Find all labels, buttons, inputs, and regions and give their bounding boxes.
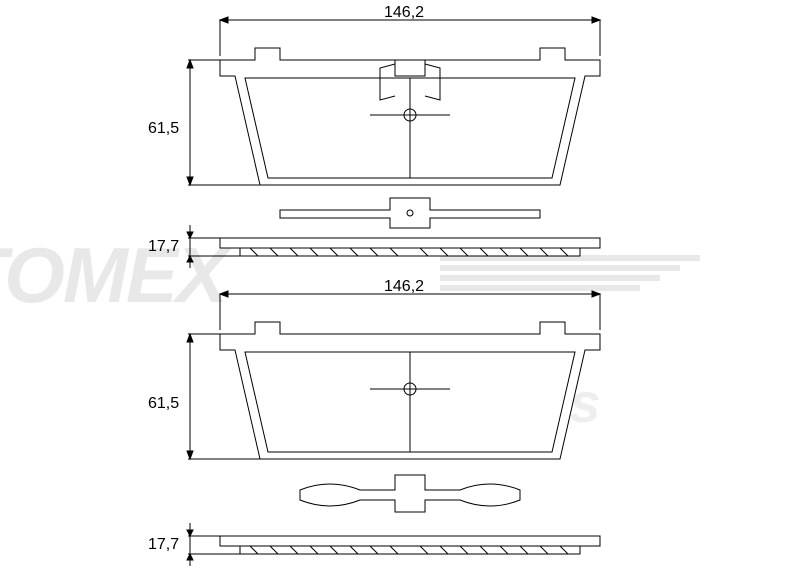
bottom-height-label: 61,5: [148, 395, 179, 413]
top-height-label: 61,5: [148, 120, 179, 138]
bottom-thickness-label: 17,7: [148, 536, 179, 554]
top-width-label: 146,2: [384, 4, 424, 22]
bottom-width-label: 146,2: [384, 278, 424, 296]
top-thickness-label: 17,7: [148, 238, 179, 256]
